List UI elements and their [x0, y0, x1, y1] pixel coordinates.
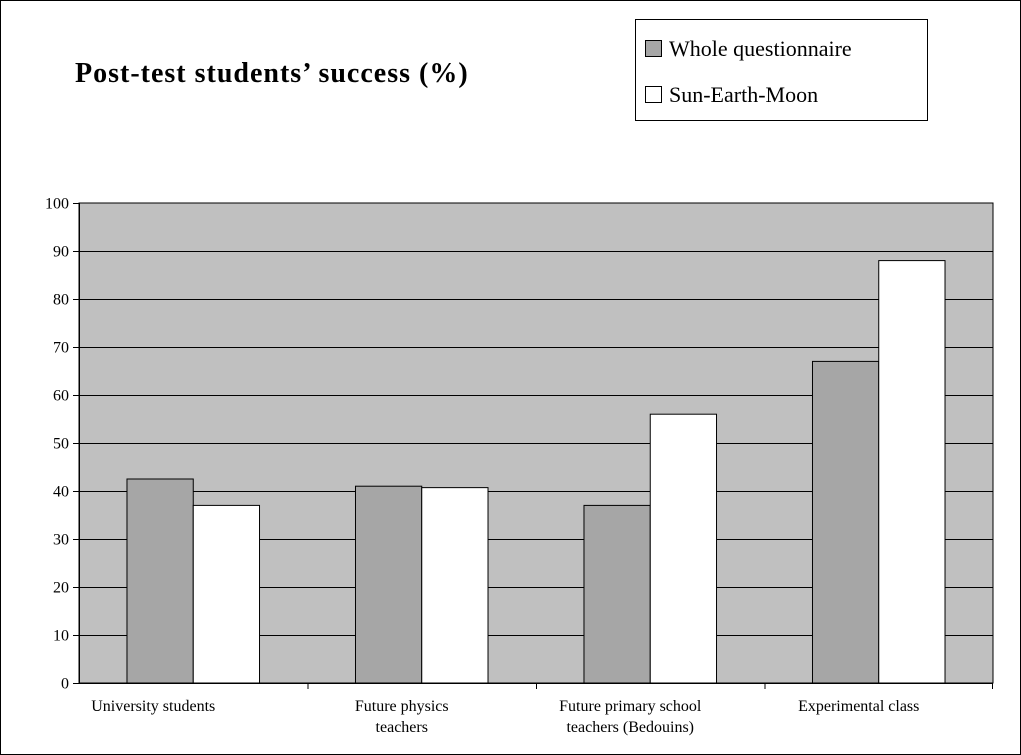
bar-sun-earth-moon	[421, 487, 489, 684]
y-tick-label: 100	[45, 196, 69, 213]
y-tick-label: 90	[53, 244, 69, 261]
x-tick-label: Future primary school	[559, 698, 702, 715]
plot-area: 0 10 20 30 40 50 60 70 80 90 100 University student…	[45, 196, 994, 736]
y-tick-label: 20	[53, 580, 69, 597]
bar-sun-earth-moon	[878, 260, 946, 684]
x-tick-label: teachers (Bedouins)	[566, 719, 694, 736]
x-tick-label: University students	[91, 698, 215, 715]
y-tick-label: 70	[53, 340, 69, 357]
legend-box	[635, 19, 928, 121]
y-tick-label: 0	[61, 676, 69, 693]
chart-title: Post-test students’ success (%)	[75, 58, 469, 89]
x-tick-label: Experimental class	[798, 698, 919, 715]
y-tick-label: 30	[53, 532, 69, 549]
x-tick-label: teachers	[376, 719, 428, 736]
legend: Whole questionnaire Sun-Earth-Moon	[635, 19, 928, 121]
bar-whole-questionnaire	[583, 504, 651, 684]
legend-label-sun-earth-moon: Sun-Earth-Moon	[669, 82, 818, 107]
legend-swatch-whole-questionnaire	[645, 40, 662, 57]
bar-sun-earth-moon	[649, 413, 718, 684]
bar-whole-questionnaire	[811, 360, 880, 684]
y-tick-label: 50	[53, 436, 69, 453]
y-tick-label: 40	[53, 484, 69, 501]
bar-whole-questionnaire	[126, 478, 194, 684]
y-tick-label: 10	[53, 628, 69, 645]
legend-label-whole-questionnaire: Whole questionnaire	[669, 36, 852, 61]
legend-swatch-sun-earth-moon	[645, 86, 662, 103]
bar-whole-questionnaire	[354, 485, 423, 684]
y-tick-label: 80	[53, 292, 69, 309]
x-tick-label: Future physics	[355, 698, 449, 715]
bar-sun-earth-moon	[192, 504, 261, 684]
y-tick-label: 60	[53, 388, 69, 405]
